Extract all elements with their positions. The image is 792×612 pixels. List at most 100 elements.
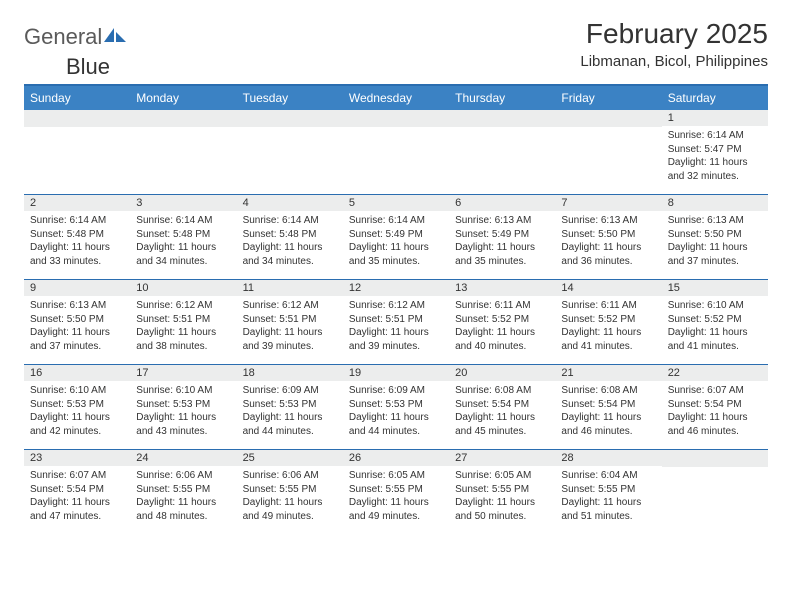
sunrise-text: Sunrise: 6:12 AM <box>136 299 230 313</box>
day-cell: 15Sunrise: 6:10 AMSunset: 5:52 PMDayligh… <box>662 280 768 364</box>
daylight-text: Daylight: 11 hours and 47 minutes. <box>30 496 124 523</box>
day-body: Sunrise: 6:12 AMSunset: 5:51 PMDaylight:… <box>130 296 236 357</box>
day-body: Sunrise: 6:10 AMSunset: 5:52 PMDaylight:… <box>662 296 768 357</box>
daylight-text: Daylight: 11 hours and 48 minutes. <box>136 496 230 523</box>
day-body: Sunrise: 6:08 AMSunset: 5:54 PMDaylight:… <box>449 381 555 442</box>
daylight-text: Daylight: 11 hours and 46 minutes. <box>561 411 655 438</box>
week-row: 2Sunrise: 6:14 AMSunset: 5:48 PMDaylight… <box>24 194 768 279</box>
day-number: 9 <box>24 280 130 296</box>
day-cell: 24Sunrise: 6:06 AMSunset: 5:55 PMDayligh… <box>130 450 236 534</box>
day-number: 13 <box>449 280 555 296</box>
day-body: Sunrise: 6:12 AMSunset: 5:51 PMDaylight:… <box>237 296 343 357</box>
sunset-text: Sunset: 5:54 PM <box>668 398 762 412</box>
day-number: 18 <box>237 365 343 381</box>
day-cell: 11Sunrise: 6:12 AMSunset: 5:51 PMDayligh… <box>237 280 343 364</box>
sunset-text: Sunset: 5:52 PM <box>455 313 549 327</box>
day-body: Sunrise: 6:07 AMSunset: 5:54 PMDaylight:… <box>662 381 768 442</box>
day-cell: 17Sunrise: 6:10 AMSunset: 5:53 PMDayligh… <box>130 365 236 449</box>
daylight-text: Daylight: 11 hours and 49 minutes. <box>349 496 443 523</box>
sunset-text: Sunset: 5:50 PM <box>30 313 124 327</box>
daylight-text: Daylight: 11 hours and 35 minutes. <box>455 241 549 268</box>
daylight-text: Daylight: 11 hours and 44 minutes. <box>349 411 443 438</box>
day-body: Sunrise: 6:11 AMSunset: 5:52 PMDaylight:… <box>555 296 661 357</box>
day-cell <box>130 110 236 194</box>
day-number <box>343 110 449 127</box>
day-number: 16 <box>24 365 130 381</box>
day-number: 26 <box>343 450 449 466</box>
day-body: Sunrise: 6:06 AMSunset: 5:55 PMDaylight:… <box>237 466 343 527</box>
day-cell: 18Sunrise: 6:09 AMSunset: 5:53 PMDayligh… <box>237 365 343 449</box>
day-number: 28 <box>555 450 661 466</box>
day-cell: 3Sunrise: 6:14 AMSunset: 5:48 PMDaylight… <box>130 195 236 279</box>
day-header: Wednesday <box>343 86 449 110</box>
day-body: Sunrise: 6:11 AMSunset: 5:52 PMDaylight:… <box>449 296 555 357</box>
day-number: 20 <box>449 365 555 381</box>
daylight-text: Daylight: 11 hours and 44 minutes. <box>243 411 337 438</box>
sunrise-text: Sunrise: 6:13 AM <box>455 214 549 228</box>
sunrise-text: Sunrise: 6:14 AM <box>136 214 230 228</box>
week-row: 16Sunrise: 6:10 AMSunset: 5:53 PMDayligh… <box>24 364 768 449</box>
day-body: Sunrise: 6:05 AMSunset: 5:55 PMDaylight:… <box>449 466 555 527</box>
sunset-text: Sunset: 5:53 PM <box>136 398 230 412</box>
day-body: Sunrise: 6:14 AMSunset: 5:48 PMDaylight:… <box>130 211 236 272</box>
day-body: Sunrise: 6:05 AMSunset: 5:55 PMDaylight:… <box>343 466 449 527</box>
sunrise-text: Sunrise: 6:04 AM <box>561 469 655 483</box>
daylight-text: Daylight: 11 hours and 51 minutes. <box>561 496 655 523</box>
day-cell: 16Sunrise: 6:10 AMSunset: 5:53 PMDayligh… <box>24 365 130 449</box>
day-body: Sunrise: 6:07 AMSunset: 5:54 PMDaylight:… <box>24 466 130 527</box>
day-number: 17 <box>130 365 236 381</box>
day-cell: 1Sunrise: 6:14 AMSunset: 5:47 PMDaylight… <box>662 110 768 194</box>
day-header: Thursday <box>449 86 555 110</box>
sunset-text: Sunset: 5:47 PM <box>668 143 762 157</box>
sunrise-text: Sunrise: 6:12 AM <box>349 299 443 313</box>
day-number: 5 <box>343 195 449 211</box>
sunrise-text: Sunrise: 6:14 AM <box>243 214 337 228</box>
day-body: Sunrise: 6:14 AMSunset: 5:48 PMDaylight:… <box>24 211 130 272</box>
day-cell <box>662 450 768 534</box>
day-cell: 12Sunrise: 6:12 AMSunset: 5:51 PMDayligh… <box>343 280 449 364</box>
day-body: Sunrise: 6:08 AMSunset: 5:54 PMDaylight:… <box>555 381 661 442</box>
week-row: 9Sunrise: 6:13 AMSunset: 5:50 PMDaylight… <box>24 279 768 364</box>
day-body: Sunrise: 6:14 AMSunset: 5:49 PMDaylight:… <box>343 211 449 272</box>
day-cell: 13Sunrise: 6:11 AMSunset: 5:52 PMDayligh… <box>449 280 555 364</box>
sunset-text: Sunset: 5:54 PM <box>30 483 124 497</box>
day-number <box>237 110 343 127</box>
sunrise-text: Sunrise: 6:13 AM <box>668 214 762 228</box>
day-number <box>662 450 768 467</box>
day-cell <box>449 110 555 194</box>
sunset-text: Sunset: 5:51 PM <box>136 313 230 327</box>
sunrise-text: Sunrise: 6:14 AM <box>349 214 443 228</box>
day-body: Sunrise: 6:13 AMSunset: 5:50 PMDaylight:… <box>662 211 768 272</box>
day-cell: 14Sunrise: 6:11 AMSunset: 5:52 PMDayligh… <box>555 280 661 364</box>
sunset-text: Sunset: 5:55 PM <box>561 483 655 497</box>
day-cell: 7Sunrise: 6:13 AMSunset: 5:50 PMDaylight… <box>555 195 661 279</box>
day-body: Sunrise: 6:10 AMSunset: 5:53 PMDaylight:… <box>130 381 236 442</box>
weeks-container: 1Sunrise: 6:14 AMSunset: 5:47 PMDaylight… <box>24 110 768 534</box>
day-cell: 25Sunrise: 6:06 AMSunset: 5:55 PMDayligh… <box>237 450 343 534</box>
logo: General <box>24 18 126 50</box>
sunrise-text: Sunrise: 6:14 AM <box>668 129 762 143</box>
daylight-text: Daylight: 11 hours and 35 minutes. <box>349 241 443 268</box>
day-number <box>449 110 555 127</box>
daylight-text: Daylight: 11 hours and 42 minutes. <box>30 411 124 438</box>
sunrise-text: Sunrise: 6:07 AM <box>668 384 762 398</box>
daylight-text: Daylight: 11 hours and 50 minutes. <box>455 496 549 523</box>
day-number: 22 <box>662 365 768 381</box>
day-cell: 27Sunrise: 6:05 AMSunset: 5:55 PMDayligh… <box>449 450 555 534</box>
sunrise-text: Sunrise: 6:06 AM <box>136 469 230 483</box>
daylight-text: Daylight: 11 hours and 41 minutes. <box>561 326 655 353</box>
day-cell <box>237 110 343 194</box>
day-cell: 5Sunrise: 6:14 AMSunset: 5:49 PMDaylight… <box>343 195 449 279</box>
day-number: 7 <box>555 195 661 211</box>
day-body: Sunrise: 6:04 AMSunset: 5:55 PMDaylight:… <box>555 466 661 527</box>
day-cell <box>24 110 130 194</box>
sunrise-text: Sunrise: 6:09 AM <box>349 384 443 398</box>
day-cell: 26Sunrise: 6:05 AMSunset: 5:55 PMDayligh… <box>343 450 449 534</box>
daylight-text: Daylight: 11 hours and 43 minutes. <box>136 411 230 438</box>
sunset-text: Sunset: 5:52 PM <box>561 313 655 327</box>
day-body: Sunrise: 6:13 AMSunset: 5:50 PMDaylight:… <box>555 211 661 272</box>
daylight-text: Daylight: 11 hours and 41 minutes. <box>668 326 762 353</box>
logo-line2: Blue <box>24 54 768 80</box>
daylight-text: Daylight: 11 hours and 39 minutes. <box>243 326 337 353</box>
sunset-text: Sunset: 5:50 PM <box>561 228 655 242</box>
